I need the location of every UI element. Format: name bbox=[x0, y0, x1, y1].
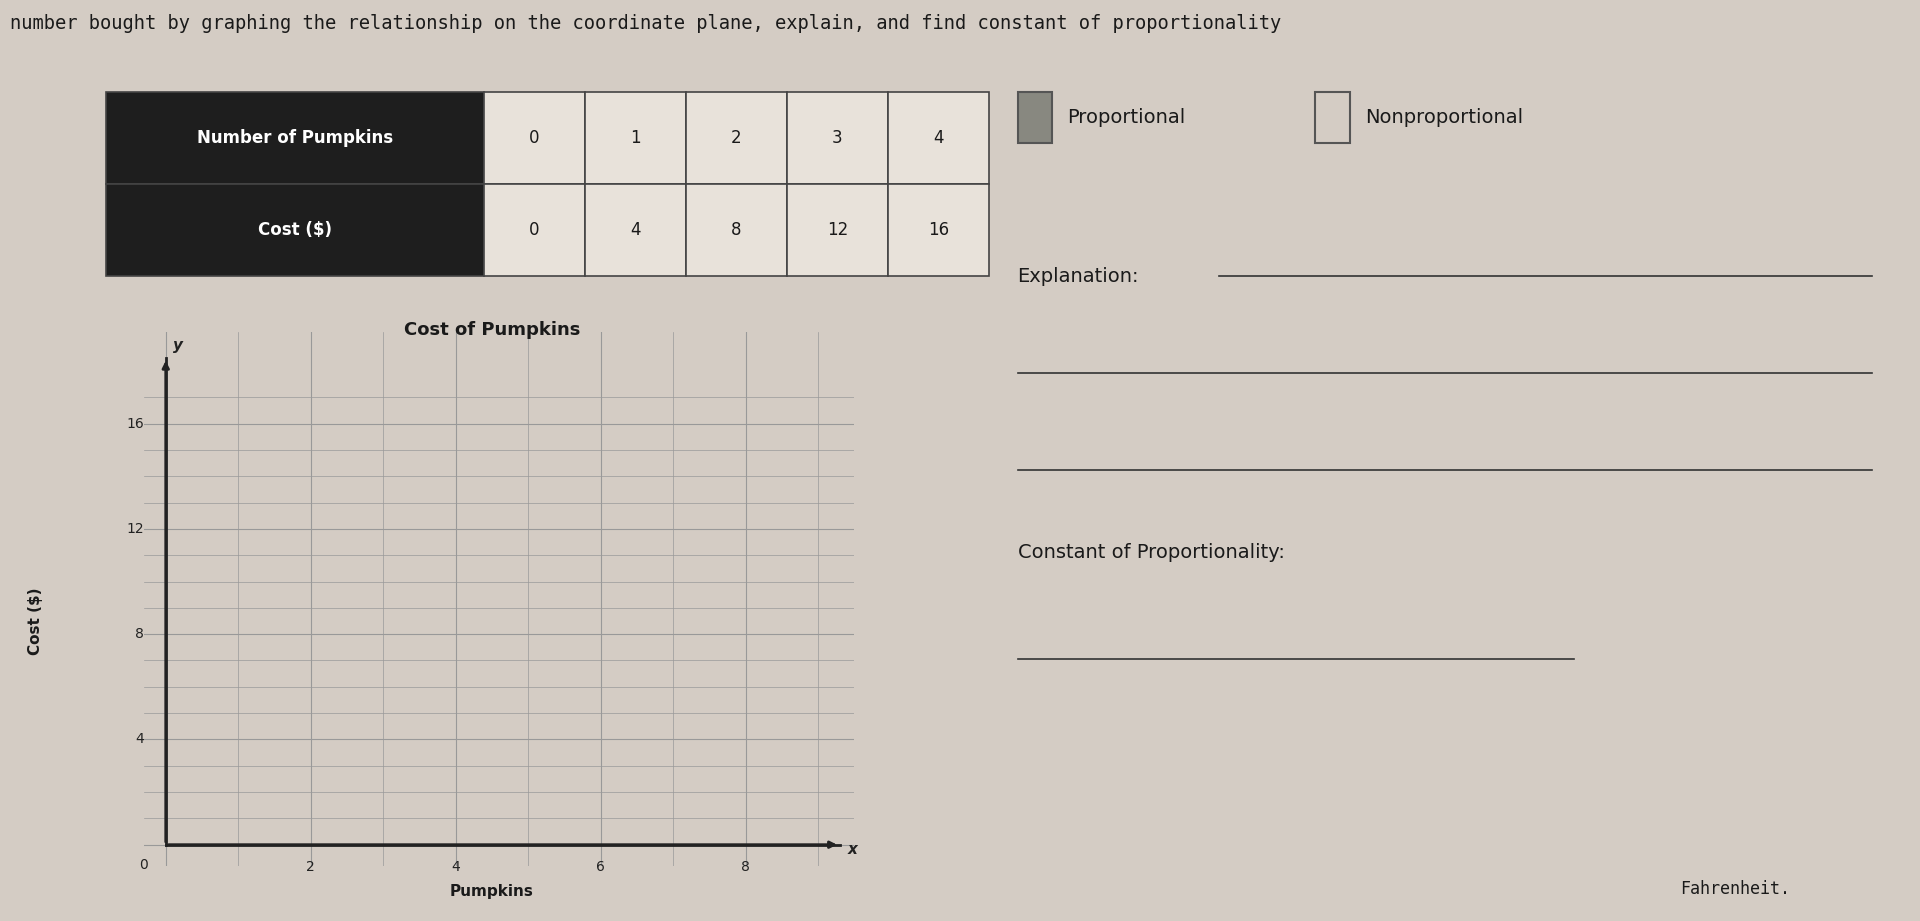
Text: Cost ($): Cost ($) bbox=[257, 221, 332, 239]
Text: 4: 4 bbox=[134, 732, 144, 746]
Text: 12: 12 bbox=[127, 522, 144, 536]
Bar bbox=[787, 92, 887, 184]
Text: 4: 4 bbox=[630, 221, 641, 239]
Text: 6: 6 bbox=[597, 860, 605, 874]
Text: 0: 0 bbox=[530, 129, 540, 147]
Bar bbox=[106, 92, 484, 184]
Bar bbox=[685, 184, 787, 276]
Bar bbox=[586, 92, 685, 184]
Bar bbox=[484, 184, 586, 276]
Text: number bought by graphing the relationship on the coordinate plane, explain, and: number bought by graphing the relationsh… bbox=[10, 14, 1281, 33]
Text: 8: 8 bbox=[741, 860, 751, 874]
Bar bbox=[1315, 92, 1350, 143]
Text: y: y bbox=[173, 338, 182, 353]
Text: 16: 16 bbox=[127, 416, 144, 431]
Text: Number of Pumpkins: Number of Pumpkins bbox=[196, 129, 394, 147]
Text: Nonproportional: Nonproportional bbox=[1365, 108, 1523, 127]
Text: Proportional: Proportional bbox=[1068, 108, 1187, 127]
Bar bbox=[106, 184, 484, 276]
Text: 8: 8 bbox=[134, 627, 144, 641]
Text: 8: 8 bbox=[732, 221, 741, 239]
Text: 0: 0 bbox=[138, 857, 148, 872]
Bar bbox=[586, 184, 685, 276]
Bar bbox=[1018, 92, 1052, 143]
Bar bbox=[787, 184, 887, 276]
Text: Pumpkins: Pumpkins bbox=[449, 884, 534, 899]
Text: 4: 4 bbox=[933, 129, 943, 147]
Text: 4: 4 bbox=[451, 860, 461, 874]
Text: 1: 1 bbox=[630, 129, 641, 147]
Bar bbox=[484, 92, 586, 184]
Text: x: x bbox=[847, 843, 856, 857]
Text: Cost of Pumpkins: Cost of Pumpkins bbox=[403, 321, 580, 340]
Text: Constant of Proportionality:: Constant of Proportionality: bbox=[1018, 543, 1284, 562]
Text: 2: 2 bbox=[307, 860, 315, 874]
Text: Explanation:: Explanation: bbox=[1018, 267, 1139, 286]
Text: 2: 2 bbox=[732, 129, 741, 147]
Bar bbox=[887, 92, 989, 184]
Bar bbox=[685, 92, 787, 184]
Text: 16: 16 bbox=[927, 221, 948, 239]
Text: Fahrenheit.: Fahrenheit. bbox=[1680, 880, 1789, 898]
Text: 0: 0 bbox=[530, 221, 540, 239]
Bar bbox=[887, 184, 989, 276]
Text: 3: 3 bbox=[831, 129, 843, 147]
Text: Cost ($): Cost ($) bbox=[27, 588, 42, 655]
Text: 12: 12 bbox=[828, 221, 849, 239]
